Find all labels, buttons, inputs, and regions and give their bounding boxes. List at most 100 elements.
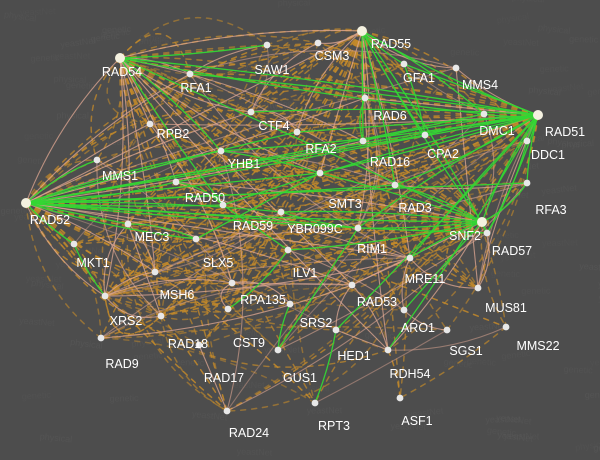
network-node-mec3[interactable] [124, 220, 132, 228]
network-node-slx5[interactable] [192, 235, 200, 243]
node-label-ybr099c: YBR099C [287, 222, 343, 236]
network-edge [127, 223, 229, 310]
network-node-snf2[interactable] [477, 217, 487, 227]
watermark-text: physical [3, 9, 37, 23]
network-node-msh6[interactable] [151, 268, 159, 276]
network-node-mkt1[interactable] [70, 240, 78, 248]
network-node-dmc1[interactable] [480, 110, 488, 118]
network-node-asf1[interactable] [396, 394, 404, 402]
node-label-rad57: RAD57 [492, 244, 532, 258]
network-node-rad51[interactable] [533, 110, 543, 120]
node-label-rim1: RIM1 [357, 242, 387, 256]
network-edge [25, 169, 396, 204]
node-label-xrs2: XRS2 [110, 314, 143, 328]
network-edge [204, 44, 268, 412]
network-node-srs2[interactable] [286, 300, 294, 308]
network-node-ilv1[interactable] [284, 246, 292, 254]
network-node-rpt3[interactable] [311, 399, 319, 407]
network-node-yhb1[interactable] [217, 147, 225, 155]
network-edge [409, 221, 483, 259]
network-node-rfa2[interactable] [293, 128, 301, 136]
network-node-ddc1[interactable] [523, 137, 531, 145]
node-label-slx5: SLX5 [203, 256, 234, 270]
network-edge [25, 202, 359, 229]
network-node-mus81[interactable] [474, 284, 482, 292]
network-edge [317, 42, 483, 223]
network-node-gus1[interactable] [274, 346, 282, 354]
node-label-mkt1: MKT1 [76, 256, 109, 270]
network-node-ctf4[interactable] [247, 108, 255, 116]
network-edge [361, 30, 485, 115]
network-node-rad9[interactable] [97, 334, 105, 342]
network-edge [226, 114, 539, 412]
network-node-rad50[interactable] [172, 178, 180, 186]
network-edge [119, 44, 268, 59]
network-node-mms4[interactable] [452, 64, 460, 72]
network-node-mms1[interactable] [93, 156, 101, 164]
watermark-text: genetic [365, 330, 395, 341]
network-node-rad57[interactable] [483, 229, 491, 237]
network-edge [25, 202, 156, 273]
network-edge [100, 284, 353, 339]
watermark-text: genetic [175, 357, 205, 368]
network-node-rfa3[interactable] [523, 179, 531, 187]
network-edge [394, 184, 479, 289]
network-edge [127, 182, 528, 225]
watermark-text: physical [575, 438, 600, 452]
network-node-cst9[interactable] [224, 305, 232, 313]
node-label-sgs1: SGS1 [449, 344, 482, 358]
network-node-rad3[interactable] [391, 181, 399, 189]
network-edge [160, 184, 396, 317]
network-node-aro1[interactable] [400, 306, 408, 314]
watermark-text: genetic [348, 160, 378, 171]
network-node-gfa1[interactable] [400, 60, 408, 68]
network-node-rad6[interactable] [361, 94, 369, 102]
network-node-cpa2[interactable] [421, 131, 429, 139]
network-node-rpa135[interactable] [228, 279, 236, 287]
network-edge [357, 30, 370, 229]
network-edge [357, 221, 483, 229]
node-label-rfa3: RFA3 [535, 203, 566, 217]
network-edge [403, 309, 448, 331]
network-node-rad54[interactable] [115, 53, 125, 63]
network-node-mre11[interactable] [406, 254, 414, 262]
node-label-rad3: RAD3 [398, 201, 431, 215]
network-node-rad16[interactable] [359, 137, 367, 145]
network-edge [277, 303, 291, 351]
network-node-rad17[interactable] [195, 341, 203, 349]
network-edge [104, 246, 289, 297]
network-node-saw1[interactable] [263, 41, 271, 49]
watermark-text: genetic [521, 286, 551, 296]
network-edge [154, 30, 363, 273]
network-edge [25, 202, 102, 339]
network-node-rad55[interactable] [357, 26, 367, 36]
network-node-rad24[interactable] [223, 407, 231, 415]
watermark-text: yeastNet [237, 446, 273, 457]
watermark-text: genetic [450, 47, 480, 58]
watermark-text: genetic [593, 443, 600, 454]
network-node-rpb2[interactable] [146, 120, 154, 128]
node-label-yhb1: YHB1 [228, 157, 261, 171]
network-node-ybr099c[interactable] [277, 208, 285, 216]
network-node-rad18[interactable] [157, 312, 165, 320]
network-node-mms22[interactable] [502, 323, 510, 331]
network-edge [25, 42, 319, 204]
network-node-csm3[interactable] [314, 39, 322, 47]
network-node-hed1[interactable] [332, 326, 340, 334]
network-node-sgs1[interactable] [443, 326, 451, 334]
network-edge [198, 344, 228, 412]
network-node-rad53[interactable] [348, 281, 356, 289]
network-node-rad52[interactable] [21, 198, 31, 208]
network-node-xrs2[interactable] [101, 292, 109, 300]
network-node-rad59[interactable] [219, 201, 227, 209]
network-node-rfa1[interactable] [186, 70, 194, 78]
network-edge [480, 221, 507, 328]
network-edge [335, 284, 353, 331]
network-node-rim1[interactable] [354, 224, 362, 232]
network-edge [25, 42, 319, 204]
node-label-mms22: MMS22 [516, 339, 559, 353]
network-node-smt3[interactable] [316, 169, 324, 177]
network-node-rdh54[interactable] [384, 346, 392, 354]
network-edge [100, 337, 316, 404]
network-edge [289, 286, 389, 351]
